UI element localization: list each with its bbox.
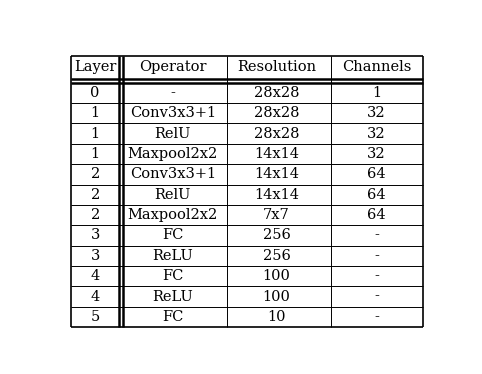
Text: Maxpool2x2: Maxpool2x2: [128, 208, 218, 222]
Text: 2: 2: [91, 208, 100, 222]
Text: RelU: RelU: [155, 188, 191, 202]
Text: Operator: Operator: [139, 61, 207, 74]
Text: 3: 3: [91, 249, 100, 263]
Text: FC: FC: [162, 310, 184, 324]
Text: ReLU: ReLU: [152, 289, 193, 304]
Text: -: -: [374, 289, 379, 304]
Text: 256: 256: [263, 249, 291, 263]
Text: ReLU: ReLU: [152, 249, 193, 263]
Text: 2: 2: [91, 188, 100, 202]
Text: 1: 1: [91, 106, 100, 120]
Text: 28x28: 28x28: [254, 106, 299, 120]
Text: 28x28: 28x28: [254, 86, 299, 100]
Text: FC: FC: [162, 229, 184, 242]
Text: FC: FC: [162, 269, 184, 283]
Text: 1: 1: [91, 147, 100, 161]
Text: 1: 1: [91, 126, 100, 141]
Text: -: -: [374, 229, 379, 242]
Text: 64: 64: [367, 208, 386, 222]
Text: 2: 2: [91, 167, 100, 181]
Text: 32: 32: [367, 126, 386, 141]
Text: 100: 100: [263, 269, 291, 283]
Text: Channels: Channels: [342, 61, 411, 74]
Text: 5: 5: [91, 310, 100, 324]
Text: 10: 10: [267, 310, 286, 324]
Text: 32: 32: [367, 147, 386, 161]
Text: -: -: [374, 269, 379, 283]
Text: Conv3x3+1: Conv3x3+1: [130, 167, 216, 181]
Text: Layer: Layer: [74, 61, 116, 74]
Text: -: -: [374, 310, 379, 324]
Text: 7x7: 7x7: [263, 208, 290, 222]
Text: Maxpool2x2: Maxpool2x2: [128, 147, 218, 161]
Text: 64: 64: [367, 167, 386, 181]
Text: 32: 32: [367, 106, 386, 120]
Text: -: -: [374, 249, 379, 263]
Text: 4: 4: [91, 289, 100, 304]
Text: 1: 1: [372, 86, 381, 100]
Text: 4: 4: [91, 269, 100, 283]
Text: 64: 64: [367, 188, 386, 202]
Text: RelU: RelU: [155, 126, 191, 141]
Text: 0: 0: [91, 86, 100, 100]
Text: 14x14: 14x14: [254, 147, 299, 161]
Text: 14x14: 14x14: [254, 188, 299, 202]
Text: 100: 100: [263, 289, 291, 304]
Text: 3: 3: [91, 229, 100, 242]
Text: Resolution: Resolution: [237, 61, 316, 74]
Text: 256: 256: [263, 229, 291, 242]
Text: Conv3x3+1: Conv3x3+1: [130, 106, 216, 120]
Text: 28x28: 28x28: [254, 126, 299, 141]
Text: 14x14: 14x14: [254, 167, 299, 181]
Text: -: -: [171, 86, 175, 100]
